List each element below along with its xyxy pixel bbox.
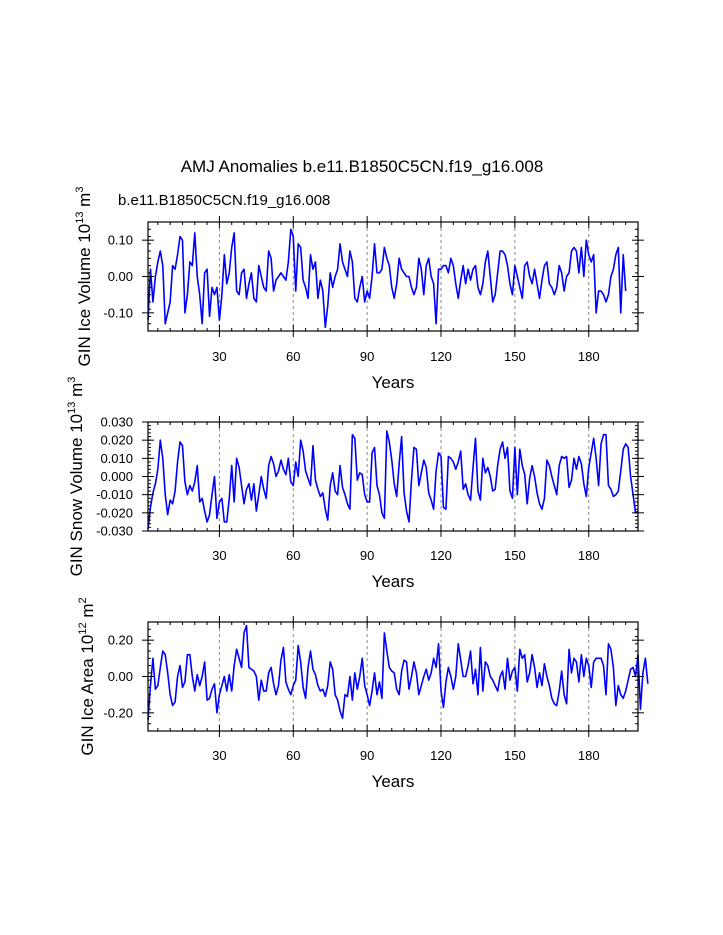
ice-volume-plot-frame xyxy=(147,221,639,332)
snow-volume-x-axis-label: Years xyxy=(372,572,415,591)
ice-area-y-tick-label: -0.20 xyxy=(103,705,133,720)
ice-area-y-tick-label: 0.20 xyxy=(108,633,133,648)
snow-volume-x-tick-label: 120 xyxy=(430,548,452,563)
ice-area-x-tick-label: 150 xyxy=(504,748,526,763)
snow-volume-y-tick-label: 0.000 xyxy=(100,469,133,484)
snow-volume-y-tick-label: 0.030 xyxy=(100,415,133,430)
ice-area-x-tick-label: 180 xyxy=(578,748,600,763)
ice-area-x-tick-label: 120 xyxy=(430,748,452,763)
snow-volume-x-tick-label: 30 xyxy=(212,548,226,563)
ice-volume-y-tick-label: 0.00 xyxy=(108,269,133,284)
snow-volume-y-tick-label: 0.020 xyxy=(100,433,133,448)
ice-area-x-tick-label: 90 xyxy=(360,748,374,763)
ice-area-panel: 30 60 90 120 150 180 -0.20 0.00 0.20 Years GIN Ice… xyxy=(77,597,649,791)
snow-volume-y-tick-label: -0.020 xyxy=(96,505,133,520)
snow-volume-y-tick-label: 0.010 xyxy=(100,451,133,466)
ice-area-series-line xyxy=(147,624,649,721)
ice-volume-x-tick-label: 120 xyxy=(430,349,452,364)
snow-volume-y-tick-label: -0.030 xyxy=(96,524,133,539)
ice-volume-x-tick-label: 60 xyxy=(286,349,300,364)
ice-volume-x-tick-label: 150 xyxy=(504,349,526,364)
panels: 30 60 90 120 150 180 -0.10 0.00 0.10 Years GIN Ice… xyxy=(66,187,649,791)
snow-volume-series-line xyxy=(147,430,639,530)
ice-volume-x-tick-label: 90 xyxy=(360,349,374,364)
ice-volume-panel: 30 60 90 120 150 180 -0.10 0.00 0.10 Years GIN Ice… xyxy=(74,187,644,392)
series-legend-label: b.e11.B1850C5CN.f19_g16.008 xyxy=(118,192,330,209)
ice-volume-x-tick-label: 180 xyxy=(578,349,600,364)
snow-volume-x-tick-label: 180 xyxy=(578,548,600,563)
snow-volume-y-tick-label: -0.010 xyxy=(96,487,133,502)
ice-area-y-tick-label: 0.00 xyxy=(108,669,133,684)
snow-volume-x-tick-label: 90 xyxy=(360,548,374,563)
ice-area-y-axis-label: GIN Ice Area 1012 m2 xyxy=(77,597,97,755)
ice-volume-series-line xyxy=(147,228,627,329)
ice-volume-x-axis-label: Years xyxy=(372,373,415,392)
ice-volume-y-tick-label: 0.10 xyxy=(108,233,133,248)
ice-volume-y-axis-label: GIN Ice Volume 1013 m3 xyxy=(74,187,94,367)
snow-volume-x-tick-label: 60 xyxy=(286,548,300,563)
snow-volume-x-tick-label: 150 xyxy=(504,548,526,563)
ice-volume-y-tick-label: -0.10 xyxy=(103,305,133,320)
ice-volume-x-tick-label: 30 xyxy=(212,349,226,364)
figure-title: AMJ Anomalies b.e11.B1850C5CN.f19_g16.00… xyxy=(181,157,544,176)
ice-area-x-tick-label: 60 xyxy=(286,748,300,763)
snow-volume-panel: 30 60 90 120 150 180 -0.030 -0.020 -0.010 0.000 0.… xyxy=(66,377,644,591)
ice-area-x-tick-label: 30 xyxy=(212,748,226,763)
ice-area-plot-frame xyxy=(147,621,639,732)
snow-volume-y-axis-label: GIN Snow Volume 1013 m3 xyxy=(66,377,86,577)
ice-area-x-axis-label: Years xyxy=(372,772,415,791)
